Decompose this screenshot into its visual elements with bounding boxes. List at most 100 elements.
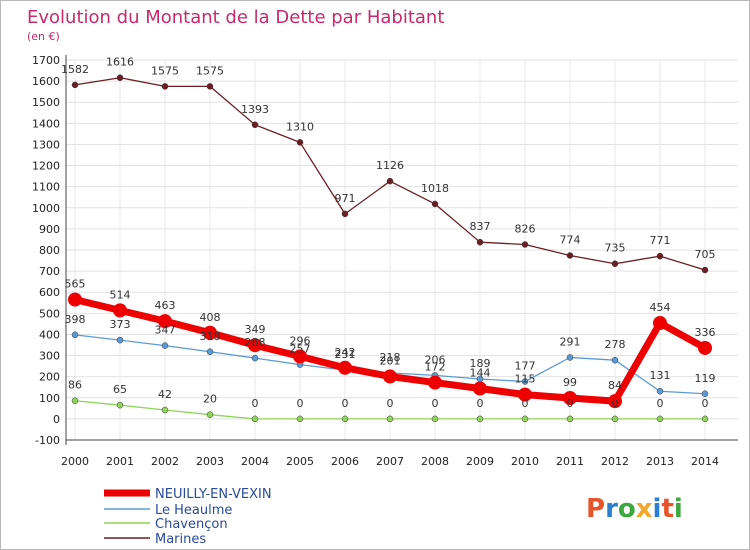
data-label: 0: [522, 397, 529, 410]
x-tick-label: 2002: [151, 455, 179, 468]
data-point: [71, 81, 79, 89]
data-label: 0: [252, 397, 259, 410]
legend-label: Le Heaulme: [155, 503, 232, 518]
data-point: [518, 387, 532, 402]
data-label: 242: [335, 346, 356, 359]
series-layer: [68, 74, 712, 423]
data-point: [431, 415, 439, 423]
data-label: 296: [290, 334, 311, 347]
y-tick-label: 1600: [32, 75, 60, 88]
data-point: [161, 83, 169, 90]
data-point: [656, 252, 664, 260]
data-label: 318: [200, 330, 221, 343]
x-tick-label: 2000: [61, 455, 89, 468]
data-label: 201: [380, 354, 401, 367]
logo-letter: i: [674, 494, 683, 524]
x-tick-label: 2007: [376, 455, 404, 468]
data-label: 0: [432, 397, 439, 410]
data-label: 1018: [421, 182, 449, 195]
x-tick-label: 2009: [466, 455, 494, 468]
x-tick-label: 2006: [331, 455, 359, 468]
y-tick-label: -100: [35, 434, 60, 447]
data-point: [521, 415, 529, 423]
x-tick-label: 2005: [286, 455, 314, 468]
x-tick-label: 2010: [511, 455, 539, 468]
data-point: [338, 360, 352, 375]
data-point: [251, 121, 259, 129]
data-label: 99: [563, 376, 577, 389]
data-label: 565: [65, 278, 86, 291]
y-tick-label: 500: [39, 307, 60, 320]
data-label: 231: [335, 348, 356, 361]
data-point: [161, 342, 169, 349]
x-tick-label: 2008: [421, 455, 449, 468]
data-point: [203, 325, 217, 340]
x-tick-label: 2003: [196, 455, 224, 468]
x-tick-label: 2011: [556, 455, 584, 468]
data-label: 774: [560, 233, 581, 246]
data-point: [116, 336, 124, 344]
data-label: 463: [155, 299, 176, 312]
y-tick-label: 1700: [32, 54, 60, 67]
data-label: 1575: [196, 64, 224, 77]
data-label: 42: [158, 388, 172, 401]
y-tick-label: 400: [39, 328, 60, 341]
data-point: [68, 292, 82, 307]
data-label: 206: [425, 353, 446, 366]
data-label: 1582: [61, 63, 89, 76]
logo-letter: x: [636, 494, 653, 524]
data-label: 0: [477, 397, 484, 410]
logo-letter: P: [586, 494, 605, 524]
data-label: 771: [650, 234, 671, 247]
data-point: [341, 210, 349, 218]
data-point: [293, 349, 307, 364]
data-label: 20: [203, 393, 217, 406]
x-tick-label: 2012: [601, 455, 629, 468]
data-label: 177: [515, 360, 536, 373]
chart-subtitle: (en €): [27, 30, 60, 43]
data-label: 0: [612, 397, 619, 410]
data-point: [206, 83, 214, 90]
data-label: 0: [567, 397, 574, 410]
data-point: [386, 415, 394, 423]
data-label: 1575: [151, 64, 179, 77]
data-point: [296, 415, 304, 423]
axis-layer: -100010020030040050060070080090010001100…: [32, 54, 738, 468]
label-layer: 565 514 463 408 349 296 242 201 172 144 115 99 84 454…: [61, 56, 716, 410]
data-point: [608, 394, 622, 409]
data-label: 119: [695, 372, 716, 385]
data-label: 84: [608, 379, 622, 392]
data-point: [431, 200, 439, 208]
y-tick-label: 1000: [32, 202, 60, 215]
y-tick-label: 1100: [32, 181, 60, 194]
data-label: 837: [470, 220, 491, 233]
data-label: 826: [515, 223, 536, 236]
y-tick-label: 1500: [32, 96, 60, 109]
data-label: 514: [110, 288, 131, 301]
data-label: 131: [650, 369, 671, 382]
data-label: 0: [387, 397, 394, 410]
data-point: [206, 411, 214, 418]
data-point: [698, 340, 712, 355]
data-label: 86: [68, 379, 82, 392]
data-label: 0: [342, 397, 349, 410]
x-tick-label: 2004: [241, 455, 269, 468]
data-point: [116, 401, 124, 409]
chart-title: Evolution du Montant de la Dette par Hab…: [27, 7, 444, 28]
y-tick-label: 700: [39, 265, 60, 278]
legend-label: Chavençon: [155, 517, 228, 532]
y-tick-label: 200: [39, 371, 60, 384]
data-label: 257: [290, 343, 311, 356]
data-label: 189: [470, 357, 491, 370]
data-label: 398: [65, 313, 86, 326]
data-label: 218: [380, 351, 401, 364]
data-label: 0: [297, 397, 304, 410]
y-tick-label: 900: [39, 223, 60, 236]
data-label: 0: [702, 397, 709, 410]
data-label: 454: [650, 301, 671, 314]
data-point: [653, 316, 667, 331]
data-point: [701, 415, 709, 423]
y-tick-label: 100: [39, 392, 60, 405]
data-label: 144: [470, 366, 491, 379]
